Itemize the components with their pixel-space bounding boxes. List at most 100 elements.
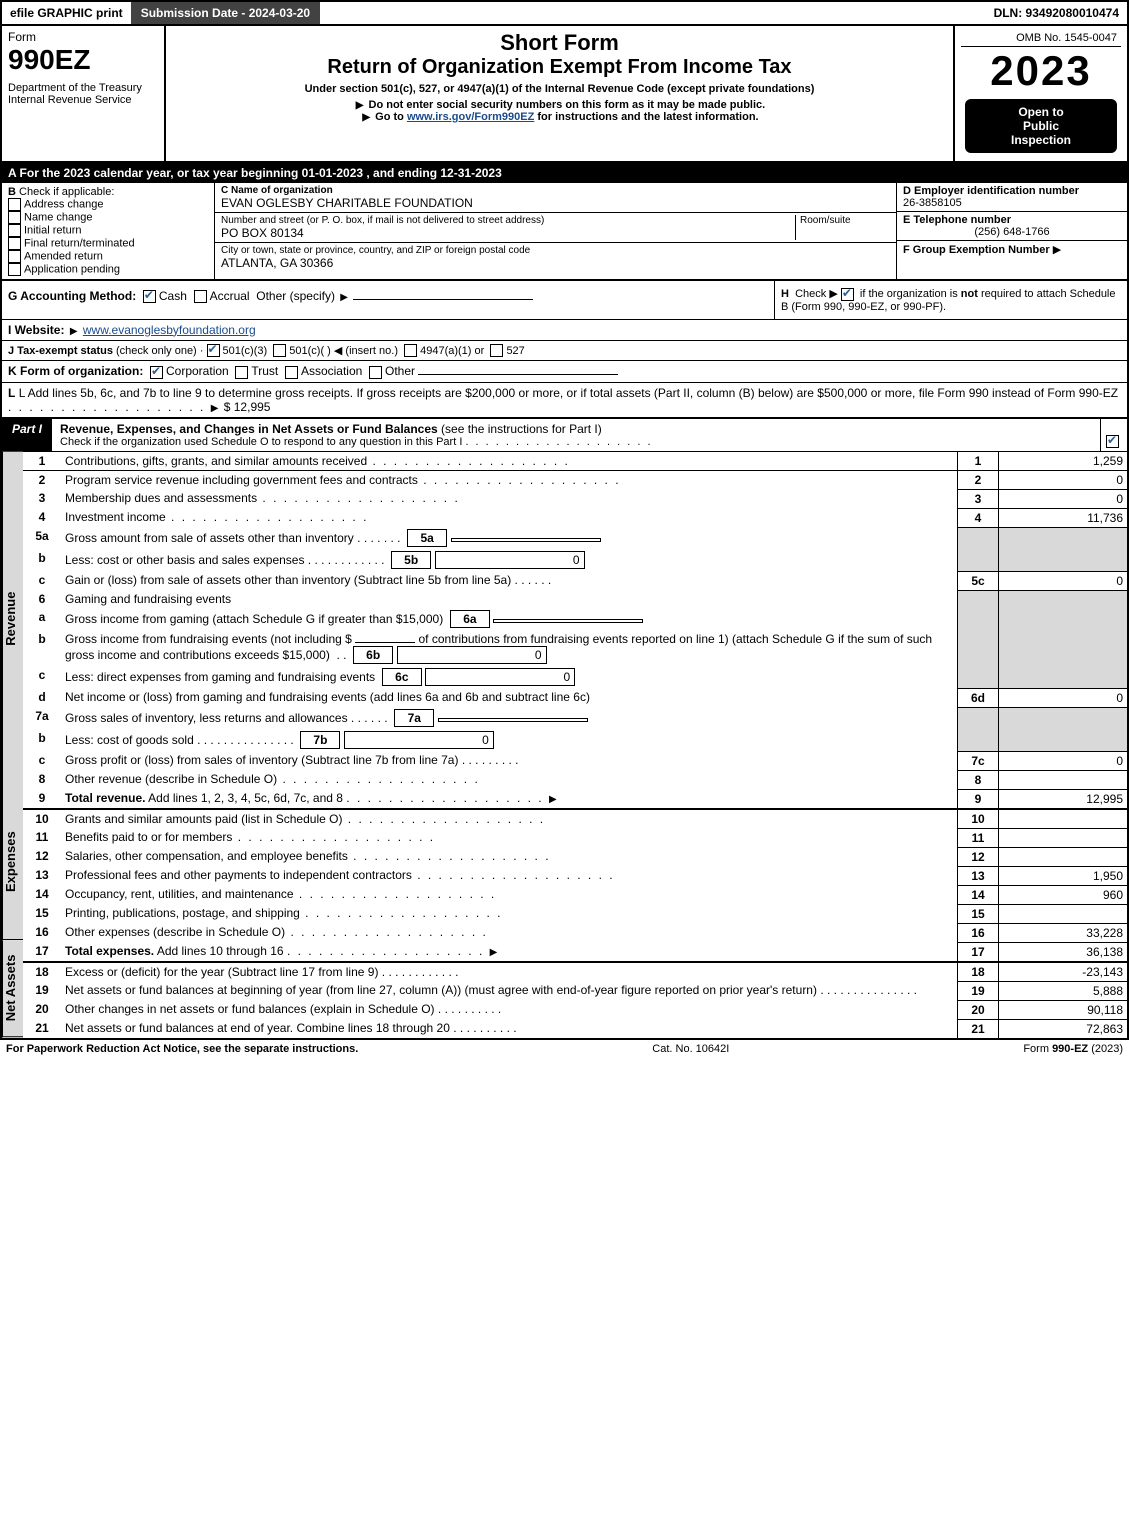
checkbox-accrual[interactable] (194, 290, 207, 303)
fundraising-amount-field[interactable] (355, 642, 415, 643)
table-row: c Gain or (loss) from sale of assets oth… (23, 571, 1127, 590)
line-desc: Gross sales of inventory, less returns a… (65, 711, 348, 725)
checkbox-corporation[interactable] (150, 366, 163, 379)
e-label: E Telephone number (903, 214, 1011, 226)
line-amount: 960 (999, 885, 1128, 904)
line-num: 17 (958, 942, 999, 962)
arrow-icon (354, 99, 366, 111)
section-c: C Name of organization EVAN OGLESBY CHAR… (215, 183, 896, 279)
b-label: B (8, 186, 16, 198)
cash-label: Cash (159, 289, 187, 303)
table-row: 16 Other expenses (describe in Schedule … (23, 923, 1127, 942)
inner-box-value (493, 619, 643, 623)
line-amount: 36,138 (999, 942, 1128, 962)
checkbox-final-return[interactable] (8, 237, 21, 250)
arrow-icon (338, 289, 350, 303)
header-right: OMB No. 1545-0047 2023 Open to Public In… (955, 26, 1127, 161)
line-amount (999, 809, 1128, 829)
checkbox-cash[interactable] (143, 290, 156, 303)
inner-box-label: 5a (407, 529, 447, 547)
tax-year: 2023 (961, 47, 1121, 95)
table-row: b Less: cost or other basis and sales ex… (23, 549, 1127, 571)
line-desc: Gaming and fundraising events (61, 590, 958, 608)
line-no: 4 (23, 508, 61, 527)
section-b: B Check if applicable: Address change Na… (2, 183, 215, 279)
form-word: Form (8, 30, 158, 44)
table-row: 17 Total expenses. Add lines 10 through … (23, 942, 1127, 962)
dots (465, 436, 652, 448)
line-desc: Grants and similar amounts paid (list in… (65, 812, 342, 826)
checkbox-501c[interactable] (273, 344, 286, 357)
line-num: 16 (958, 923, 999, 942)
line-bold: Total expenses. (65, 944, 154, 958)
line-amount: -23,143 (999, 962, 1128, 982)
phone-value: (256) 648-1766 (903, 226, 1121, 238)
open-line3: Inspection (969, 133, 1113, 147)
line-no: 15 (23, 904, 61, 923)
line-num: 11 (958, 828, 999, 847)
table-row: b Less: cost of goods sold . . . . . . .… (23, 729, 1127, 751)
line-no: b (23, 549, 61, 571)
city-label: City or town, state or province, country… (221, 245, 890, 256)
k-label: K Form of organization: (8, 364, 143, 378)
line-desc: Contributions, gifts, grants, and simila… (65, 454, 367, 468)
checkbox-amended-return[interactable] (8, 250, 21, 263)
other-specify-field[interactable] (353, 299, 533, 300)
inner-box-value: 0 (344, 731, 494, 749)
checkbox-name-change[interactable] (8, 211, 21, 224)
short-form-title: Short Form (172, 30, 947, 56)
dots (294, 887, 497, 901)
other-org-field[interactable] (418, 374, 618, 375)
line-no: 19 (23, 981, 61, 1000)
checkbox-schedule-o-part1[interactable] (1106, 435, 1119, 448)
expenses-vlabel: Expenses (2, 785, 23, 940)
line-num: 5c (958, 571, 999, 590)
line-desc: Net assets or fund balances at end of ye… (65, 1021, 450, 1035)
table-row: b Gross income from fundraising events (… (23, 630, 1127, 666)
line-bold: Total revenue. (65, 791, 145, 805)
other-specify-label: Other (specify) (256, 289, 335, 303)
shaded-cell (999, 729, 1128, 751)
checkbox-trust[interactable] (235, 366, 248, 379)
table-row: 8 Other revenue (describe in Schedule O)… (23, 770, 1127, 789)
table-row: 14 Occupancy, rent, utilities, and maint… (23, 885, 1127, 904)
line-num: 6d (958, 688, 999, 707)
line-amount: 5,888 (999, 981, 1128, 1000)
table-row: 6 Gaming and fundraising events (23, 590, 1127, 608)
j-note: (check only one) · (116, 345, 203, 357)
city-value: ATLANTA, GA 30366 (221, 256, 890, 270)
checkbox-501c3[interactable] (207, 344, 220, 357)
submission-date-button[interactable]: Submission Date - 2024-03-20 (131, 2, 320, 24)
line-desc: Professional fees and other payments to … (65, 868, 412, 882)
checkbox-527[interactable] (490, 344, 503, 357)
checkbox-address-change[interactable] (8, 198, 21, 211)
table-row: 13 Professional fees and other payments … (23, 866, 1127, 885)
netassets-vlabel: Net Assets (2, 940, 23, 1037)
form-header: Form 990EZ Department of the Treasury In… (2, 26, 1127, 163)
footer-right: Form 990-EZ (2023) (1023, 1043, 1123, 1055)
line-num: 1 (958, 452, 999, 471)
line-num: 3 (958, 489, 999, 508)
lines-section: Revenue Expenses Net Assets 1 Contributi… (2, 452, 1127, 1038)
checkbox-other-org[interactable] (369, 366, 382, 379)
table-row: 11 Benefits paid to or for members 11 (23, 828, 1127, 847)
checkbox-4947[interactable] (404, 344, 417, 357)
line-no: 14 (23, 885, 61, 904)
ein-value: 26-3858105 (903, 197, 1121, 209)
l-amount: $ 12,995 (224, 400, 271, 414)
checkbox-association[interactable] (285, 366, 298, 379)
table-row: 10 Grants and similar amounts paid (list… (23, 809, 1127, 829)
checkbox-application-pending[interactable] (8, 263, 21, 276)
part1-title-row: Revenue, Expenses, and Changes in Net As… (52, 419, 1100, 451)
line-amount (999, 904, 1128, 923)
line-no: 7a (23, 707, 61, 729)
checkbox-schedule-b[interactable] (841, 288, 854, 301)
part1-check-cell (1100, 419, 1127, 451)
checkbox-initial-return[interactable] (8, 224, 21, 237)
irs-link[interactable]: www.irs.gov/Form990EZ (407, 111, 534, 123)
line-no: 1 (23, 452, 61, 471)
arrow-icon (209, 400, 221, 414)
line-num: 4 (958, 508, 999, 527)
website-link[interactable]: www.evanoglesbyfoundation.org (83, 323, 256, 337)
form-subtitle: Under section 501(c), 527, or 4947(a)(1)… (172, 83, 947, 95)
